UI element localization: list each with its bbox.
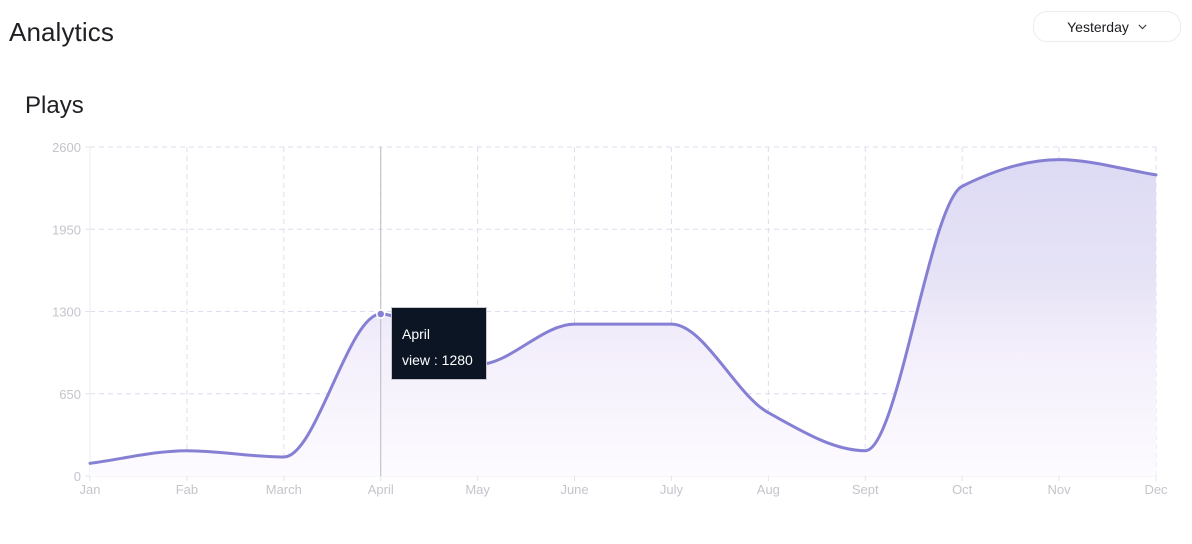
date-range-value: Yesterday [1067, 18, 1129, 35]
page-title: Analytics [9, 17, 114, 47]
y-axis: 0 650 1300 1950 2600 [52, 140, 91, 484]
tooltip-label: April [402, 326, 431, 342]
y-tick-label: 2600 [52, 140, 81, 155]
x-tick-label: Dec [1144, 482, 1168, 497]
chevron-down-icon [1138, 24, 1147, 29]
x-tick-label: April [368, 482, 394, 497]
y-tick-label: 650 [59, 387, 81, 402]
x-tick-label: July [660, 482, 684, 497]
x-tick-label: Sept [852, 482, 879, 497]
x-axis: Jan Fab March April May June July Aug Sept Oct Nov… [80, 476, 1168, 497]
x-tick-label: Aug [757, 482, 780, 497]
y-tick-label: 1300 [52, 305, 81, 320]
data-line [88, 158, 1158, 465]
chart-tooltip: April view : 1280 [391, 307, 487, 380]
tooltip-value: view : 1280 [402, 352, 473, 368]
y-tick-label: 1950 [52, 222, 81, 237]
x-tick-label: Oct [952, 482, 973, 497]
active-point[interactable] [375, 309, 386, 319]
area-fill [90, 159, 1156, 476]
x-tick-label: May [465, 482, 490, 497]
x-tick-label: Jan [80, 482, 101, 497]
x-tick-label: June [560, 482, 588, 497]
x-tick-label: Nov [1048, 482, 1072, 497]
date-range-select[interactable]: Yesterday [1033, 11, 1181, 42]
x-tick-label: Fab [176, 482, 198, 497]
section-title: Plays [25, 92, 84, 119]
y-tick-label: 0 [74, 469, 81, 484]
x-tick-label: March [266, 482, 302, 497]
